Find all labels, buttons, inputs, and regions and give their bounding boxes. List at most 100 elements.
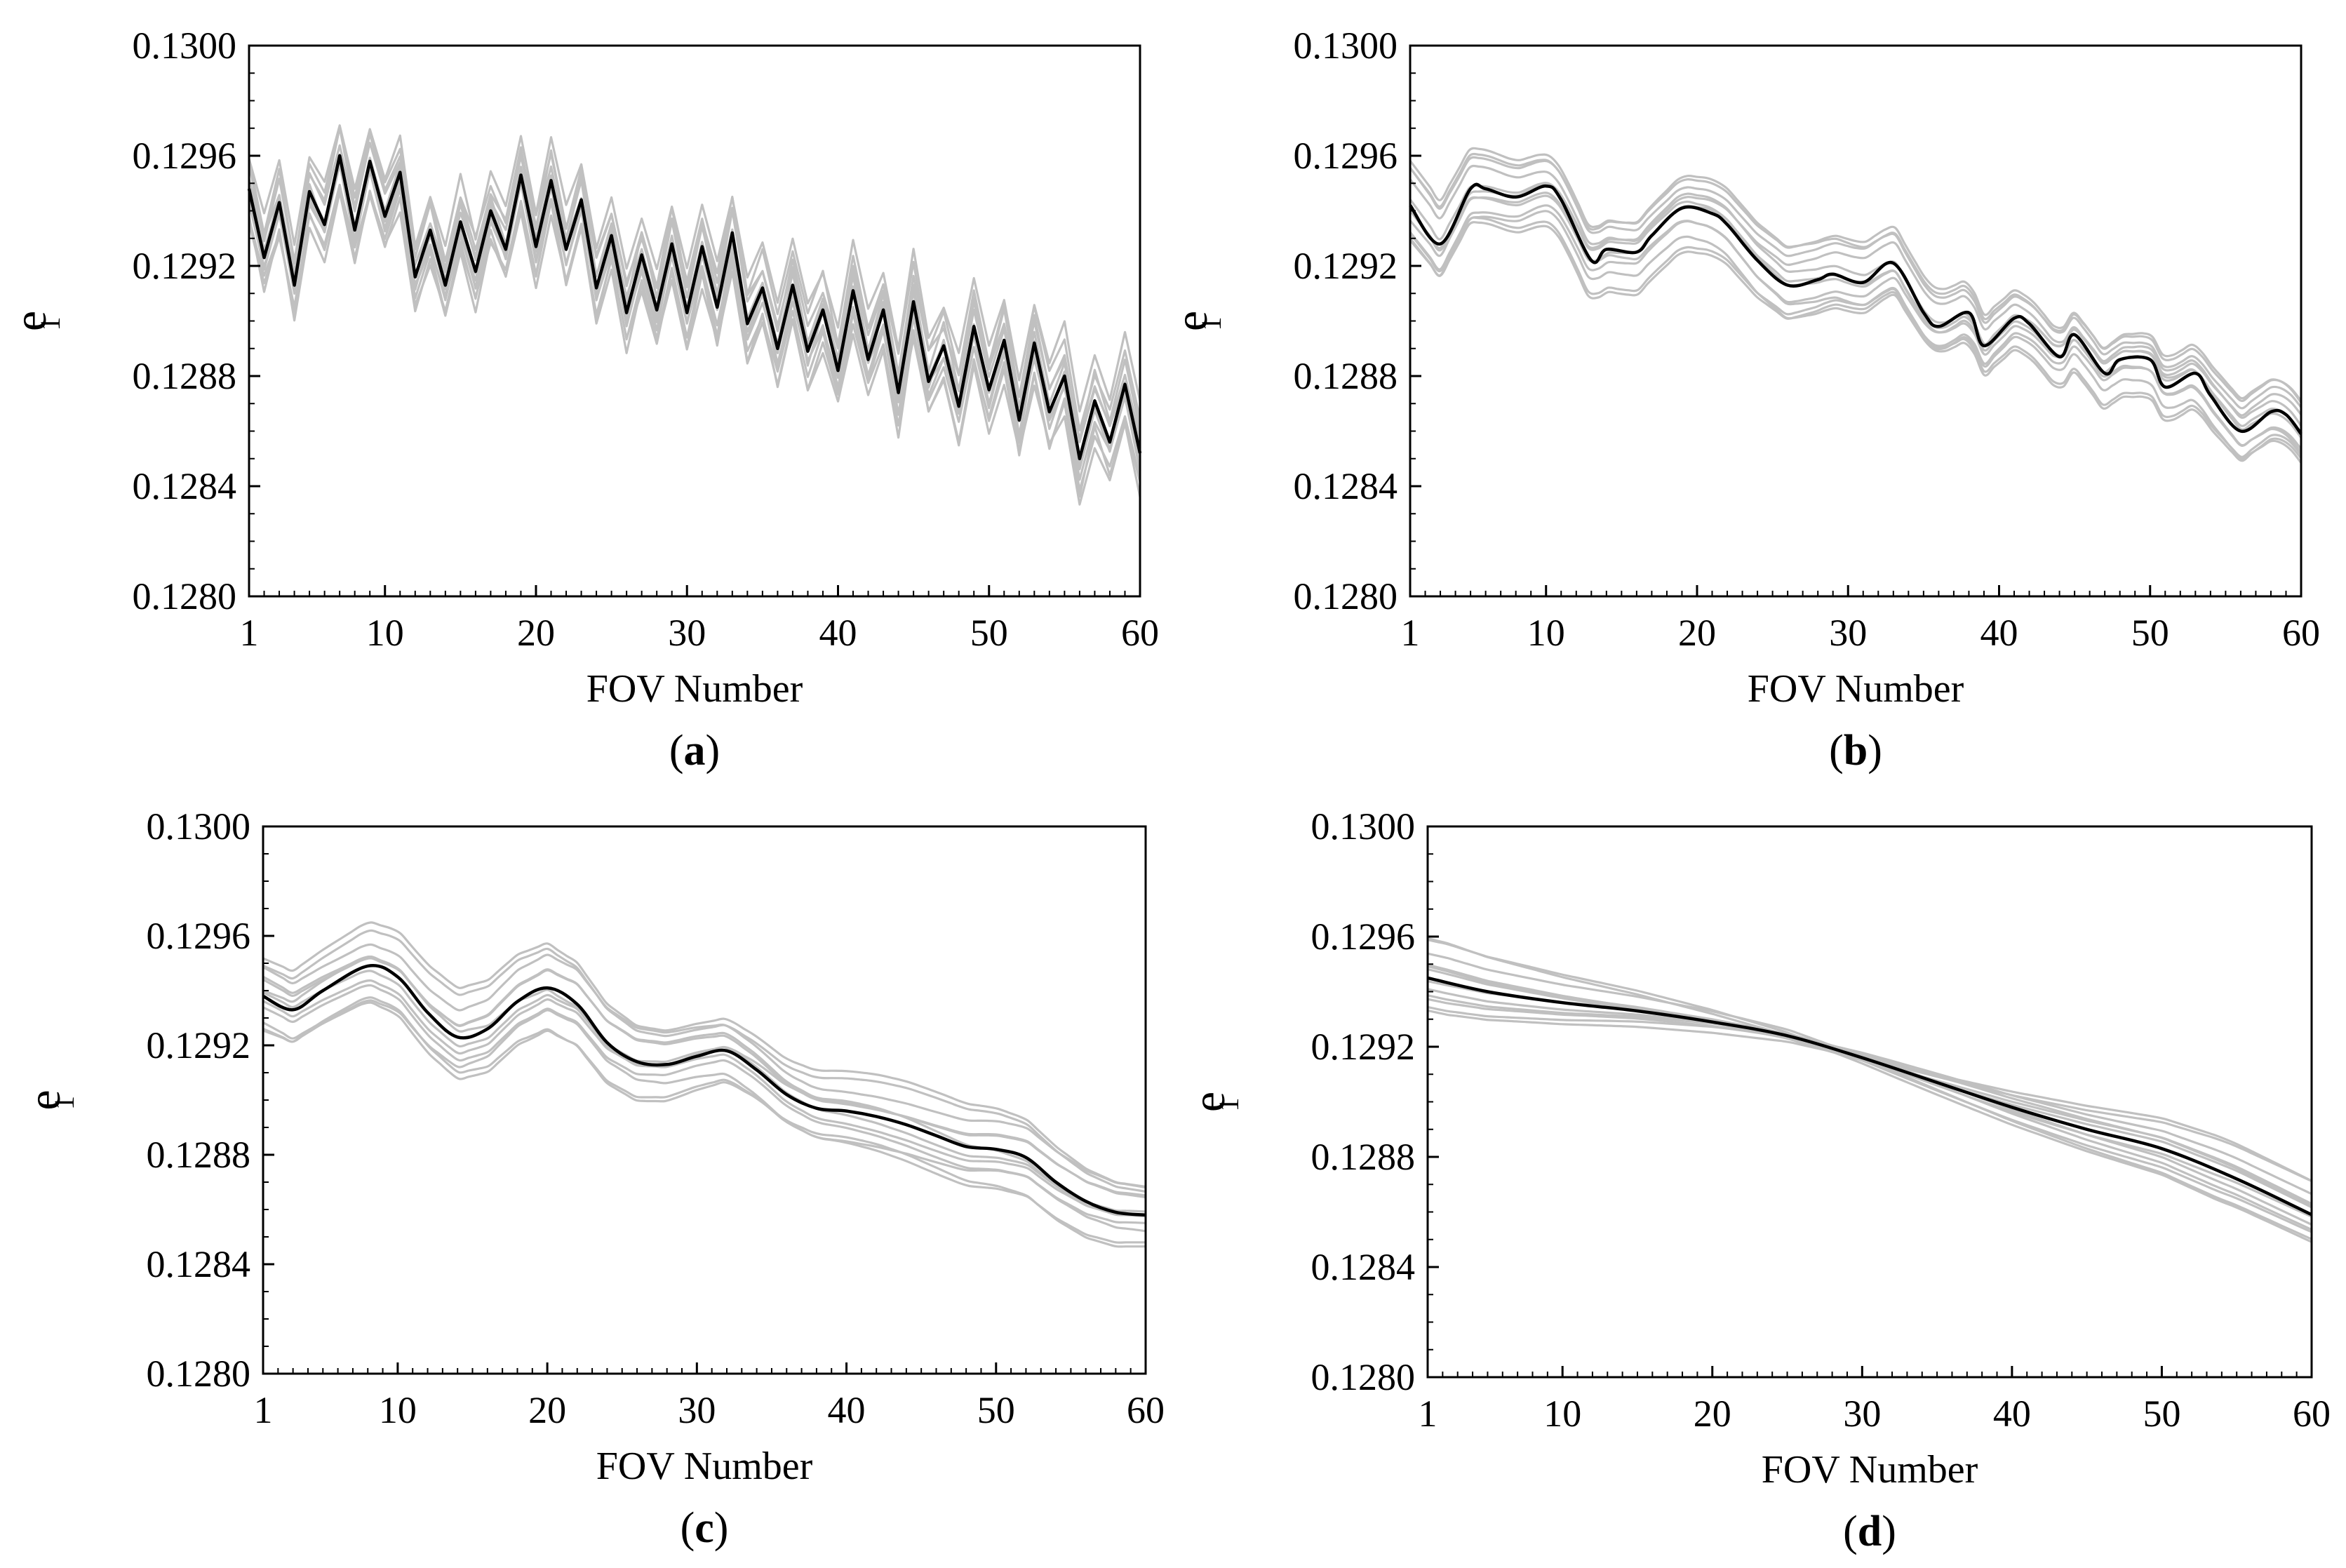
chart-a-ylabel-subscript: 1 <box>34 317 66 331</box>
chart-a-panel-letter: a <box>684 727 706 775</box>
chart-b-plot-area <box>1410 46 2301 596</box>
chart-a-ensemble-line <box>248 189 1141 506</box>
chart-b-xtick-label: 1 <box>1401 612 1420 654</box>
chart-b-xtick-label: 40 <box>1980 612 2018 654</box>
chart-c-xtick-label: 20 <box>528 1389 566 1431</box>
panel-b: 0.1280 0.1284 0.1288 0.1292 0.1296 0.1300 1 10 2… <box>1166 25 2320 775</box>
chart-d-xlabel: FOV Number <box>1762 1448 1978 1492</box>
chart-c-ytick-label: 0.1300 <box>147 805 251 847</box>
chart-d-xtick-label: 50 <box>2143 1393 2180 1435</box>
chart-a-ensemble-line <box>248 124 1141 413</box>
chart-c-ytick-label: 0.1292 <box>147 1024 251 1066</box>
chart-a-xtick-label: 50 <box>970 612 1008 654</box>
chart-c-ytick-label: 0.1288 <box>147 1134 251 1176</box>
chart-d-ylabel-subscript: 1 <box>1213 1098 1245 1112</box>
chart-d-xtick-label: 40 <box>1993 1393 2031 1435</box>
chart-a-ensemble-line <box>248 185 1141 492</box>
chart-a-ytick-label: 0.1296 <box>133 135 237 177</box>
chart-b-ylabel-subscript: 1 <box>1195 317 1227 331</box>
chart-b-ytick-label: 0.1292 <box>1294 245 1398 287</box>
chart-b-ensemble-line <box>1409 147 2303 402</box>
chart-c-xtick-label: 10 <box>379 1389 417 1431</box>
chart-c-ensemble-line <box>262 979 1146 1218</box>
chart-c-ylabel-subscript: 1 <box>48 1096 80 1110</box>
chart-a-ytick-label: 0.1284 <box>133 465 237 507</box>
chart-a-ylabel: e <box>5 311 56 331</box>
chart-a-xtick-label: 1 <box>240 612 259 654</box>
chart-a-ytick-label: 0.1280 <box>133 575 237 617</box>
chart-c-ensemble-line <box>262 984 1146 1224</box>
chart-b-xlabel: FOV Number <box>1748 667 1964 711</box>
chart-b-panel-letter: b <box>1844 727 1868 775</box>
chart-b-xtick-label: 20 <box>1678 612 1716 654</box>
chart-b-ensemble-line <box>1409 192 2303 450</box>
chart-a-ensemble <box>248 124 1141 506</box>
chart-a-mean-line <box>247 154 1142 461</box>
chart-c-ytick-label: 0.1284 <box>147 1243 251 1285</box>
chart-c-mean-line <box>262 963 1146 1217</box>
chart-d-ytick-label: 0.1296 <box>1311 916 1416 958</box>
chart-d-ensemble-line <box>1427 965 2312 1207</box>
chart-a-xtick-label: 20 <box>517 612 555 654</box>
chart-c-ytick-label: 0.1280 <box>147 1353 251 1395</box>
chart-d-xtick-label: 20 <box>1694 1393 1731 1435</box>
chart-c-ytick-label: 0.1296 <box>147 915 251 957</box>
chart-d-panel-letter: d <box>1858 1508 1882 1555</box>
chart-b-ytick-label: 0.1300 <box>1294 25 1398 67</box>
chart-b-ensemble-line <box>1409 156 2303 403</box>
chart-b-ensemble-line <box>1409 210 2303 464</box>
chart-c-ylabel: e <box>19 1090 70 1110</box>
chart-a-xtick-label: 40 <box>819 612 857 654</box>
chart-d-xtick-label: 1 <box>1419 1393 1437 1435</box>
chart-b-ytick-label: 0.1288 <box>1294 355 1398 397</box>
chart-b-ytick-label: 0.1280 <box>1294 575 1398 617</box>
chart-c-panel-letter: c <box>695 1504 714 1552</box>
chart-b-ensemble <box>1409 147 2303 464</box>
chart-b-xtick-label: 30 <box>1829 612 1867 654</box>
chart-a-xlabel: FOV Number <box>586 667 803 711</box>
chart-d-xtick-label: 60 <box>2293 1393 2331 1435</box>
chart-c-ensemble-line <box>262 921 1146 1188</box>
chart-b-ensemble-line <box>1409 164 2303 417</box>
chart-d-ensemble-line <box>1427 1009 2312 1243</box>
chart-c-xtick-label: 40 <box>828 1389 866 1431</box>
chart-c-ensemble <box>262 921 1146 1248</box>
chart-d-ytick-label: 0.1292 <box>1311 1026 1416 1068</box>
chart-b-xtick-label: 10 <box>1527 612 1565 654</box>
chart-a-ensemble-line <box>248 126 1141 431</box>
chart-d-ylabel: e <box>1184 1092 1235 1112</box>
chart-a-ytick-label: 0.1300 <box>133 25 237 67</box>
chart-d-xtick-label: 10 <box>1543 1393 1581 1435</box>
chart-b-ytick-label: 0.1284 <box>1294 465 1398 507</box>
chart-a-ytick-label: 0.1292 <box>133 245 237 287</box>
chart-d-mean-line <box>1427 976 2312 1217</box>
chart-b-ylabel: e <box>1166 311 1217 331</box>
chart-c-plot-area <box>263 826 1146 1374</box>
panel-c: 0.1280 0.1284 0.1288 0.1292 0.1296 0.1300 1 10 2… <box>19 805 1165 1552</box>
chart-a-ytick-label: 0.1288 <box>133 355 237 397</box>
chart-d-plot-area <box>1428 826 2312 1377</box>
chart-b-mean-line <box>1409 182 2303 435</box>
chart-c-ensemble-line <box>262 1001 1146 1244</box>
panel-d: 0.1280 0.1284 0.1288 0.1292 0.1296 0.1300 1 10 2… <box>1184 805 2331 1555</box>
chart-c-xtick-label: 30 <box>678 1389 716 1431</box>
chart-c-xtick-label: 50 <box>977 1389 1015 1431</box>
chart-a-xtick-label: 30 <box>668 612 706 654</box>
chart-a-xtick-label: 60 <box>1121 612 1159 654</box>
chart-b-xtick-label: 50 <box>2131 612 2169 654</box>
chart-c-ensemble-line <box>262 956 1146 1197</box>
chart-a-xtick-label: 10 <box>366 612 404 654</box>
chart-c-ensemble-line <box>262 970 1146 1213</box>
chart-d-ytick-label: 0.1288 <box>1311 1136 1416 1178</box>
chart-b-panel-label: (b) <box>1829 727 1882 775</box>
chart-c-xtick-label: 1 <box>254 1389 273 1431</box>
chart-d-ytick-label: 0.1280 <box>1311 1356 1416 1398</box>
chart-c-xtick-label: 60 <box>1127 1389 1165 1431</box>
chart-d-ytick-label: 0.1300 <box>1311 805 1416 847</box>
chart-d-panel-label: (d) <box>1843 1508 1896 1555</box>
chart-d-ensemble-line <box>1427 952 2312 1195</box>
panel-a: 0.1280 0.1284 0.1288 0.1292 0.1296 0.1300 1 10 2… <box>5 25 1159 775</box>
chart-b-ensemble-line <box>1409 221 2303 462</box>
chart-b-ensemble-line <box>1409 182 2303 427</box>
